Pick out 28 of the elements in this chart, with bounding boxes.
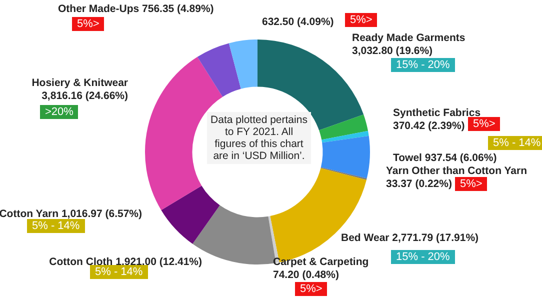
data-label: 33.37 (0.22%) (386, 178, 452, 190)
slice-label: Yarn Other than Cotton Yarn (386, 165, 527, 177)
text: 5%> (455, 177, 488, 191)
text: 5%> (468, 117, 500, 131)
slice-label: Other Made-Ups 756.35 (4.89%) (58, 3, 214, 16)
slice-label: Synthetic Fabrics (393, 107, 481, 119)
data-label: 632.50 (4.09%) (262, 16, 334, 29)
text: Data plotted pertains to FY 2021. All figures of this chart are in ‘USD Million’. (207, 112, 311, 164)
text: 5%> (345, 13, 378, 27)
text: 5% - 14% (488, 136, 542, 150)
slice-label: Ready Made Garments (352, 32, 466, 44)
slice-label: Hosiery & Knitwear (32, 77, 128, 89)
text: 15% - 20% (391, 250, 455, 264)
slice-label: Carpet & Carpeting (273, 256, 369, 268)
slice-label: Cotton Cloth 1,921.00 (12.41%) (48, 256, 202, 268)
slice-label: Bed Wear 2,771.79 (17.91%) (341, 232, 479, 245)
text: 5% - 14% (27, 219, 85, 233)
data-label: 74.20 (0.48%) (273, 269, 339, 281)
text: >20% (40, 105, 78, 119)
data-label: 3,032.80 (19.6%) (352, 45, 433, 57)
data-label: 3,816.16 (24.66%) (42, 90, 128, 102)
text: 5%> (72, 17, 104, 31)
slice-label: Towel 937.54 (6.06%) (393, 152, 497, 165)
text: 15% - 20% (391, 58, 455, 72)
text: 5%> (295, 282, 328, 296)
slice-label: Cotton Yarn 1,016.97 (6.57%) (0, 208, 142, 221)
text: 5% - 14% (90, 265, 148, 279)
data-label: 370.42 (2.39%) (393, 120, 465, 132)
